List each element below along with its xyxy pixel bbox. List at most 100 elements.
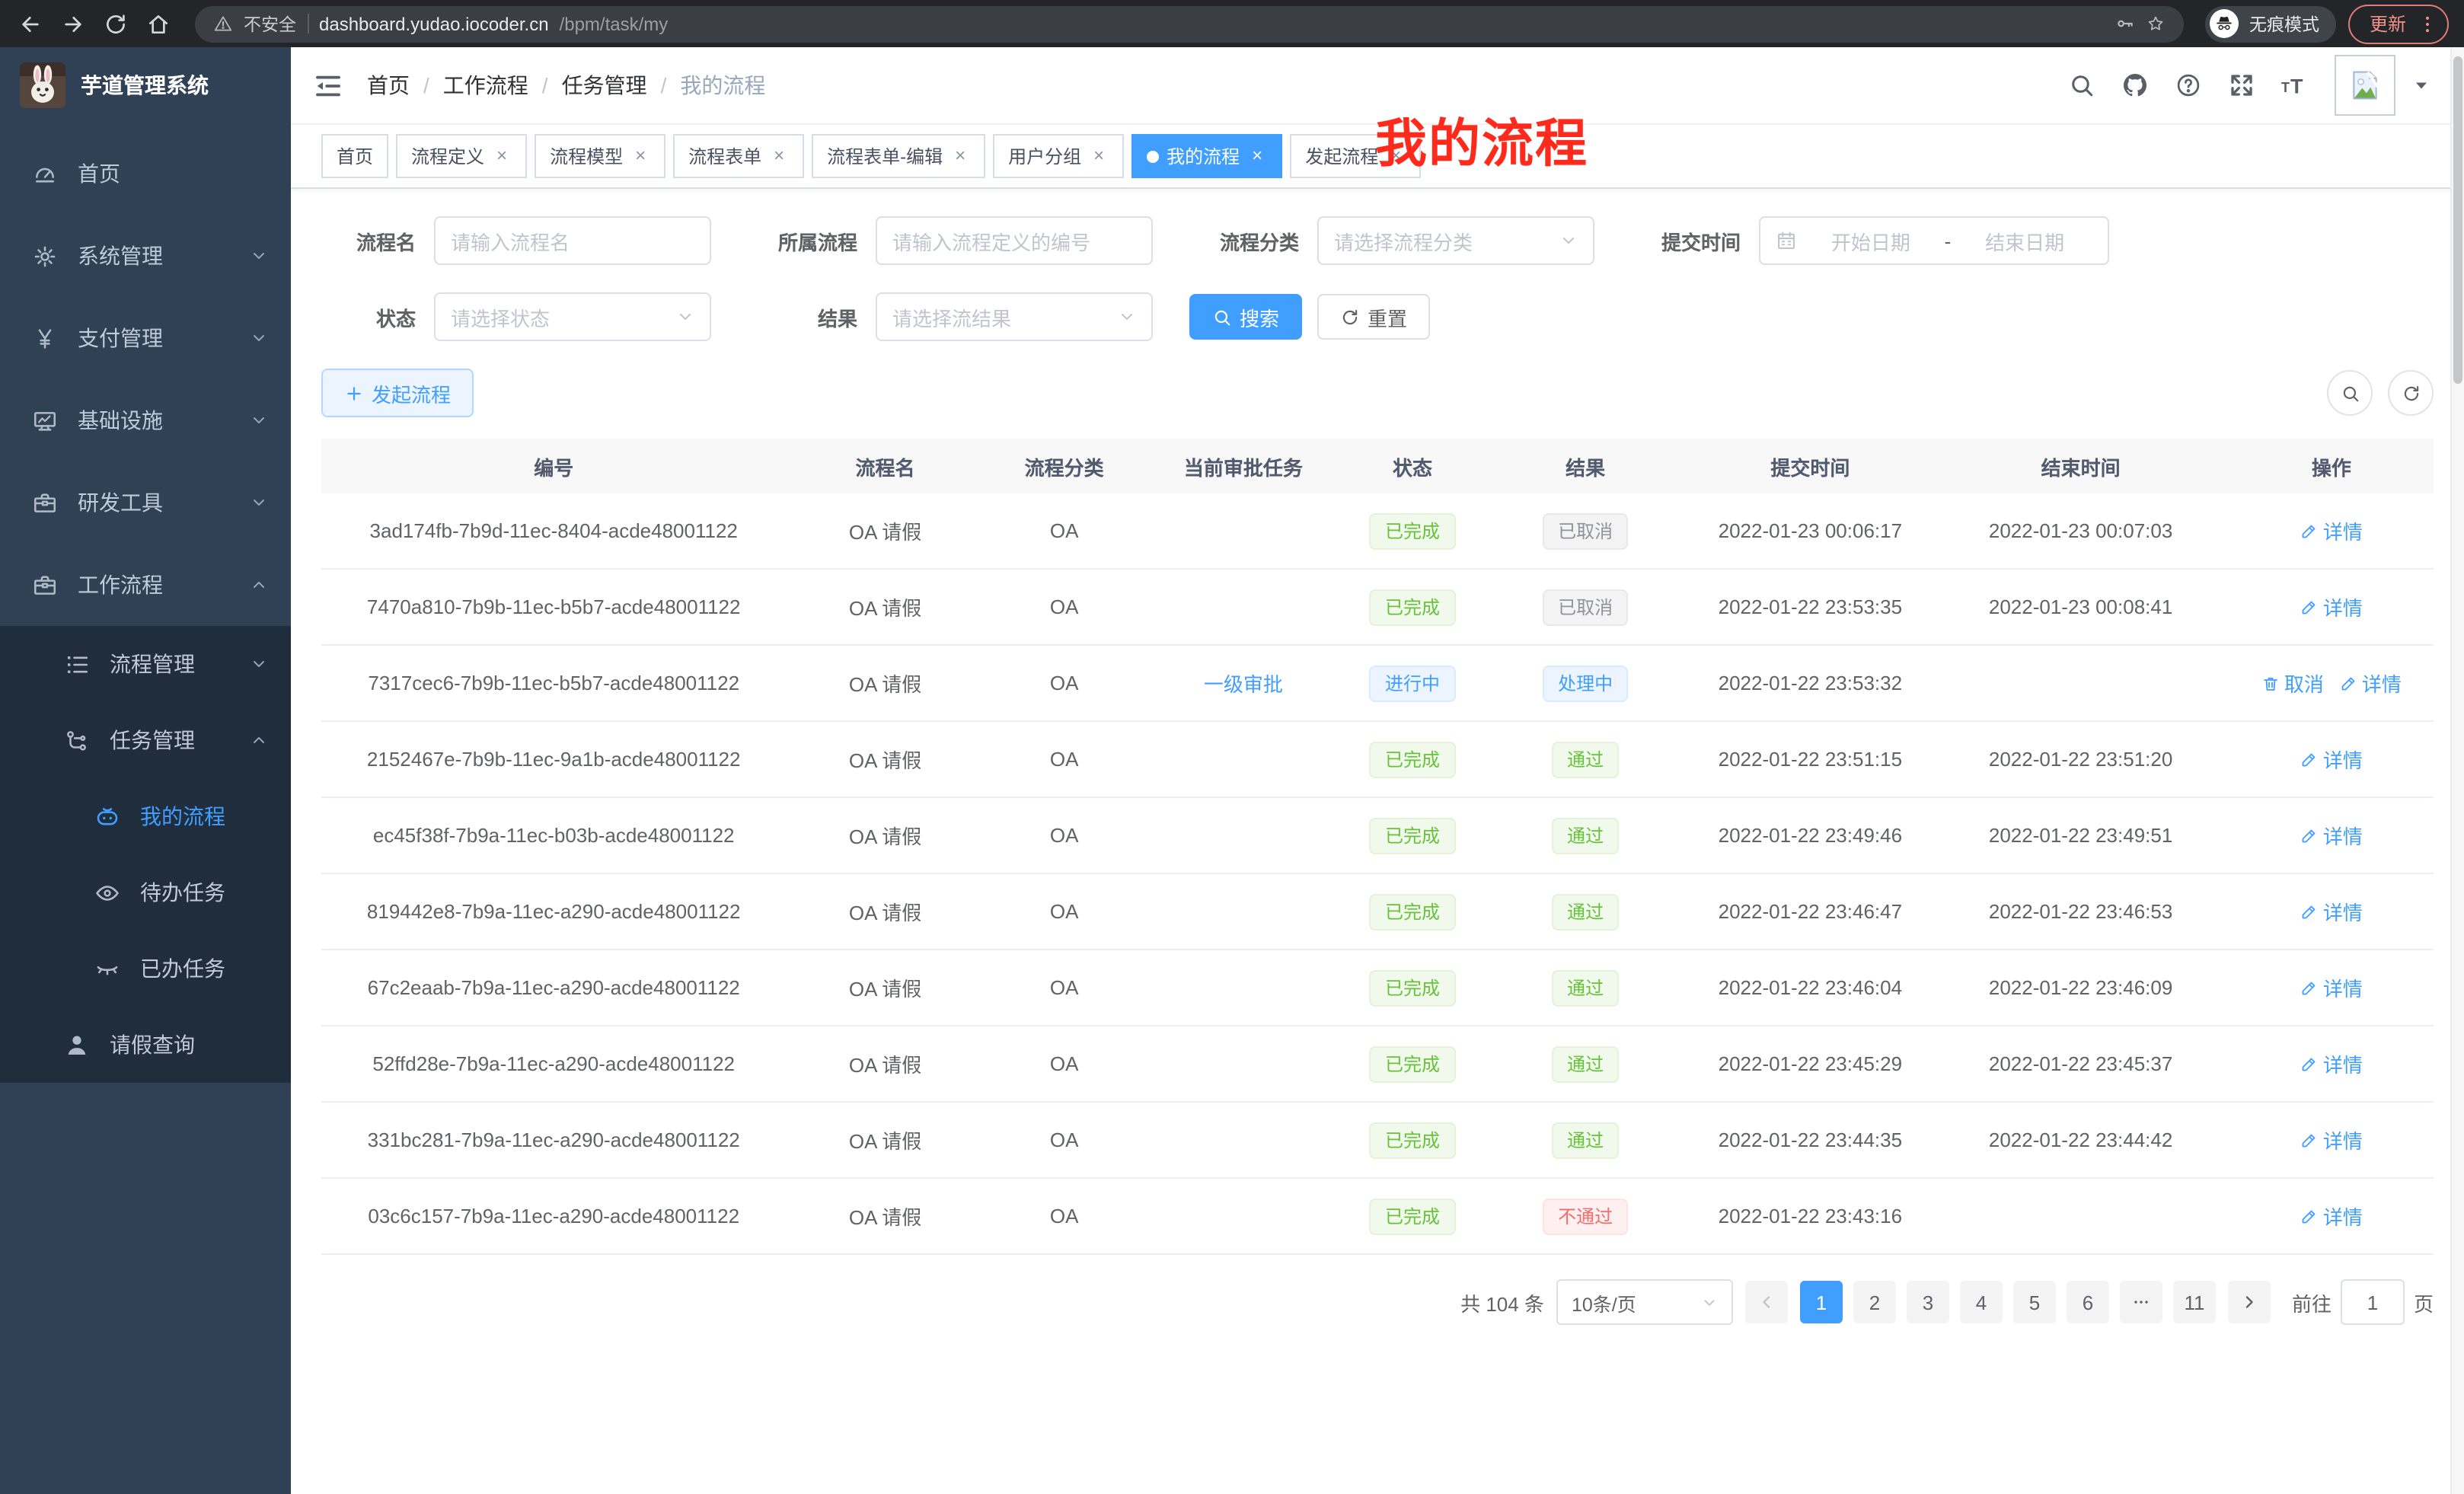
page-5-button[interactable]: 5 [2012,1281,2056,1323]
breadcrumb-home[interactable]: 首页 [367,73,410,97]
page-1-button[interactable]: 1 [1799,1281,1843,1323]
status-select[interactable]: 请选择状态 [434,292,711,341]
page-size-select[interactable]: 10条/页 [1556,1279,1733,1325]
github-icon[interactable] [2121,72,2149,99]
page-3-button[interactable]: 3 [1906,1281,1949,1323]
sidebar-item-process-mgmt[interactable]: 流程管理 [0,626,291,702]
table-row: 7470a810-7b9b-11ec-b5b7-acde48001122 OA 请… [321,569,2434,646]
tab-process-model[interactable]: 流程模型 × [535,134,666,178]
more-pages-icon[interactable] [2119,1281,2162,1323]
header-search-icon[interactable] [2068,72,2095,99]
goto-suffix: 页 [2413,1292,2434,1315]
sidebar-item-workflow[interactable]: 工作流程 [0,544,291,626]
cell-current-task [1144,797,1342,874]
tab-home[interactable]: 首页 [321,134,389,178]
sidebar-item-leave-query[interactable]: 请假查询 [0,1007,291,1083]
sidebar-item-dev-tools[interactable]: 研发工具 [0,461,291,544]
date-range-picker[interactable]: 开始日期 - 结束日期 [1759,216,2109,265]
tab-close-icon[interactable]: × [1390,145,1402,166]
page-2-button[interactable]: 2 [1853,1281,1896,1323]
cancel-action-link[interactable]: 取消 [2261,669,2324,698]
tab-close-icon[interactable]: × [635,145,646,166]
process-name-input[interactable]: 请输入流程名 [434,216,711,265]
cell-category: OA [984,1178,1144,1255]
star-icon[interactable] [2146,14,2166,34]
sidebar: 芋道管理系统 首页 系统管理 支付管理 基础设施 研发工具 工作流程 流程管理任务管理我的流… [0,47,291,1494]
sidebar-fold-icon[interactable] [312,69,344,101]
cell-actions: 取消 详情 [2229,645,2434,722]
app-logo[interactable]: 芋道管理系统 [0,47,291,123]
key-icon[interactable] [2115,14,2135,34]
fullscreen-icon[interactable] [2228,72,2255,99]
browser-back-button[interactable] [15,8,46,39]
process-def-input[interactable]: 请输入流程定义的编号 [876,216,1153,265]
page-4-button[interactable]: 4 [1959,1281,2003,1323]
dots-horizontal-icon [2132,1293,2150,1311]
refresh-table-button[interactable] [2388,370,2434,416]
create-process-button[interactable]: 发起流程 [321,369,474,417]
detail-action-link[interactable]: 详情 [2300,592,2363,621]
table-row: ec45f38f-7b9a-11ec-b03b-acde48001122 OA 请… [321,797,2434,874]
detail-action-link[interactable]: 详情 [2300,897,2363,926]
detail-action-link[interactable]: 详情 [2300,821,2363,850]
breadcrumb-task-mgmt[interactable]: 任务管理 [561,73,647,97]
detail-action-link[interactable]: 详情 [2300,1049,2363,1078]
user-avatar[interactable] [2335,55,2395,116]
tab-close-icon[interactable]: × [774,145,785,166]
tab-process-definition[interactable]: 流程定义 × [396,134,528,178]
tab-start-process[interactable]: 发起流程 × [1290,134,1422,178]
tab-close-icon[interactable]: × [1093,145,1105,166]
sidebar-item-payment[interactable]: 支付管理 [0,297,291,379]
tab-close-icon[interactable]: × [1252,145,1263,166]
goto-page-input[interactable]: 1 [2340,1279,2405,1325]
sidebar-item-done-tasks[interactable]: 已办任务 [0,931,291,1007]
tab-my-process[interactable]: 我的流程 × [1131,134,1283,178]
sidebar-item-label: 任务管理 [110,728,195,752]
help-icon[interactable] [2175,72,2202,99]
sidebar-item-todo-tasks[interactable]: 待办任务 [0,854,291,931]
prev-page-button[interactable] [1744,1281,1788,1323]
result-select[interactable]: 请选择流结果 [876,292,1153,341]
browser-forward-button[interactable] [58,8,88,39]
browser-reload-button[interactable] [101,8,131,39]
page-scrollbar[interactable] [2450,47,2464,1494]
detail-action-link[interactable]: 详情 [2300,745,2363,774]
detail-action-link[interactable]: 详情 [2339,669,2402,698]
browser-menu-update-button[interactable]: 更新 [2348,4,2449,43]
detail-action-link[interactable]: 详情 [2300,1202,2363,1231]
detail-action-link[interactable]: 详情 [2300,973,2363,1002]
tab-user-group[interactable]: 用户分组 × [993,134,1125,178]
cell-process-name: OA 请假 [786,950,985,1026]
tab-close-icon[interactable]: × [955,145,966,166]
page-11-button[interactable]: 11 [2172,1281,2216,1323]
sidebar-item-system[interactable]: 系统管理 [0,215,291,297]
result-label: 结果 [817,307,857,330]
page-6-button[interactable]: 6 [2066,1281,2109,1323]
address-bar[interactable]: 不安全 dashboard.yudao.iocoder.cn/bpm/task/… [195,5,2184,42]
tab-process-form-edit[interactable]: 流程表单-编辑 × [812,134,986,178]
chevron-down-icon [1118,308,1136,326]
reset-button[interactable]: 重置 [1317,294,1431,340]
detail-action-link[interactable]: 详情 [2300,516,2363,545]
toggle-search-button[interactable] [2327,370,2373,416]
detail-action-link[interactable]: 详情 [2300,1125,2363,1154]
scrollbar-thumb[interactable] [2453,56,2462,384]
tab-close-icon[interactable]: × [496,145,508,166]
cell-status: 已完成 [1342,1026,1483,1103]
avatar-caret-down-icon[interactable] [2412,76,2430,94]
sidebar-item-home[interactable]: 首页 [0,132,291,215]
sidebar-item-task-mgmt[interactable]: 任务管理 [0,702,291,778]
breadcrumb-workflow[interactable]: 工作流程 [442,73,528,97]
cell-status: 已完成 [1342,1102,1483,1179]
current-task-link[interactable]: 一级审批 [1203,673,1283,696]
category-select[interactable]: 请选择流程分类 [1317,216,1594,265]
cell-category: OA [984,873,1144,950]
plus-icon [344,383,364,403]
sidebar-item-infrastructure[interactable]: 基础设施 [0,379,291,461]
next-page-button[interactable] [2227,1281,2271,1323]
search-button[interactable]: 搜索 [1189,294,1303,340]
sidebar-item-my-process[interactable]: 我的流程 [0,778,291,854]
tab-process-form[interactable]: 流程表单 × [673,134,805,178]
browser-home-button[interactable] [143,8,174,39]
